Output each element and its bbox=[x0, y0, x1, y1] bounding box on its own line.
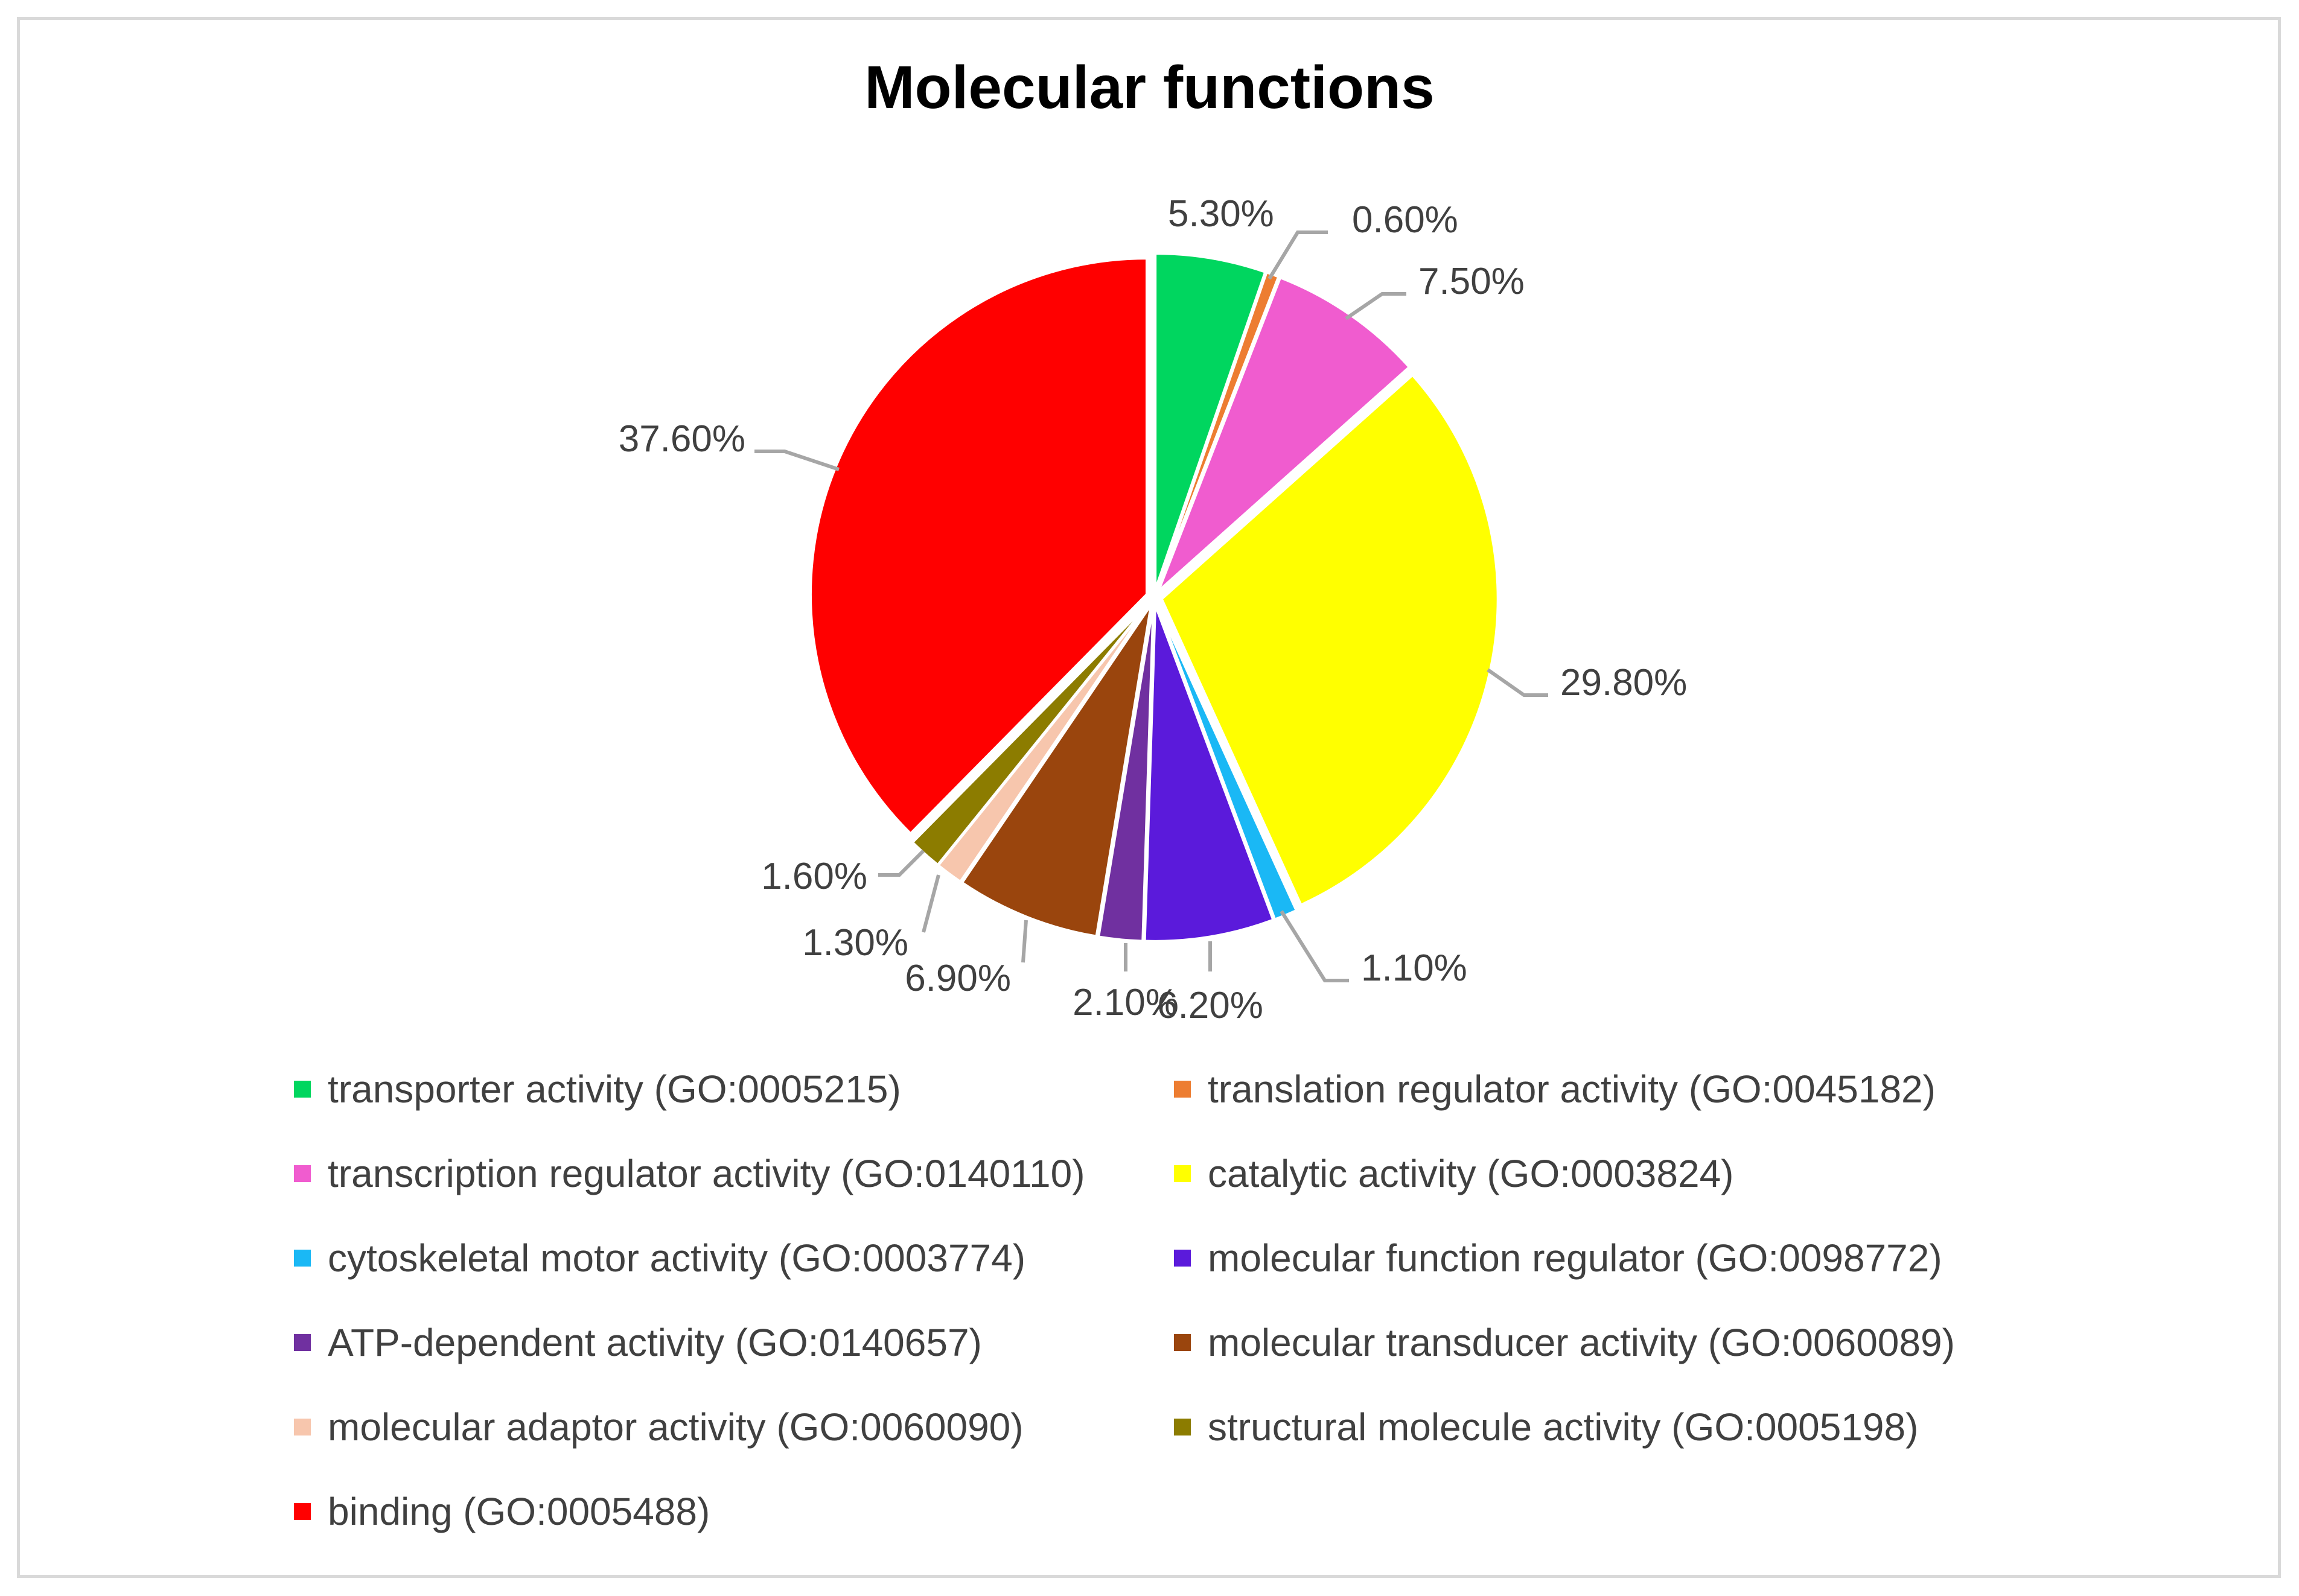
legend-label: transporter activity (GO:0005215) bbox=[328, 1067, 901, 1111]
legend-label: translation regulator activity (GO:00451… bbox=[1208, 1067, 1936, 1111]
legend-item: transcription regulator activity (GO:014… bbox=[294, 1151, 1085, 1196]
legend-item: transporter activity (GO:0005215) bbox=[294, 1067, 901, 1111]
legend-swatch bbox=[1174, 1419, 1191, 1435]
data-label: 7.50% bbox=[1418, 261, 1525, 302]
data-label: 6.20% bbox=[1157, 985, 1263, 1026]
legend-swatch bbox=[294, 1419, 311, 1435]
pie-slice bbox=[1160, 373, 1499, 907]
legend-item: molecular transducer activity (GO:006008… bbox=[1174, 1320, 1955, 1365]
legend-swatch bbox=[294, 1334, 311, 1351]
legend-label: molecular transducer activity (GO:006008… bbox=[1208, 1321, 1955, 1364]
legend-label: catalytic activity (GO:0003824) bbox=[1208, 1152, 1734, 1195]
legend-item: ATP-dependent activity (GO:0140657) bbox=[294, 1320, 982, 1365]
legend-swatch bbox=[294, 1081, 311, 1098]
legend-swatch bbox=[1174, 1250, 1191, 1267]
leader-line bbox=[1267, 230, 1328, 280]
data-label: 1.30% bbox=[802, 922, 908, 964]
leader-line bbox=[1021, 920, 1028, 963]
legend-label: molecular adaptor activity (GO:0060090) bbox=[328, 1405, 1024, 1449]
legend-item: cytoskeletal motor activity (GO:0003774) bbox=[294, 1236, 1025, 1280]
data-label: 1.60% bbox=[761, 856, 867, 897]
data-label: 37.60% bbox=[619, 418, 745, 460]
leader-line bbox=[1280, 910, 1349, 982]
legend-swatch bbox=[1174, 1334, 1191, 1351]
legend-item: molecular function regulator (GO:0098772… bbox=[1174, 1236, 1942, 1280]
pie-slice bbox=[1154, 252, 1267, 590]
leader-line bbox=[754, 450, 840, 471]
leader-line bbox=[1345, 292, 1406, 320]
legend-swatch bbox=[294, 1165, 311, 1182]
data-label: 5.30% bbox=[1168, 193, 1274, 235]
leader-line bbox=[1487, 668, 1548, 697]
legend-swatch bbox=[294, 1503, 311, 1520]
data-label: 1.10% bbox=[1361, 947, 1467, 989]
legend-item: translation regulator activity (GO:00451… bbox=[1174, 1067, 1936, 1111]
data-label: 2.10% bbox=[1073, 982, 1179, 1023]
legend-label: binding (GO:0005488) bbox=[328, 1490, 710, 1533]
legend-swatch bbox=[294, 1250, 311, 1267]
pie-slice bbox=[911, 602, 1150, 867]
legend-swatch bbox=[1174, 1081, 1191, 1098]
legend-label: cytoskeletal motor activity (GO:0003774) bbox=[328, 1236, 1026, 1280]
leader-line bbox=[922, 874, 940, 933]
legend-label: molecular function regulator (GO:0098772… bbox=[1208, 1236, 1942, 1280]
legend-label: ATP-dependent activity (GO:0140657) bbox=[328, 1321, 982, 1364]
data-label: 0.60% bbox=[1352, 199, 1458, 241]
pie-slice bbox=[960, 603, 1153, 938]
legend-item: molecular adaptor activity (GO:0060090) bbox=[294, 1405, 1024, 1449]
data-label: 6.90% bbox=[905, 958, 1011, 999]
legend-label: structural molecule activity (GO:0005198… bbox=[1208, 1405, 1919, 1449]
chart-title: Molecular functions bbox=[864, 54, 1435, 121]
legend-swatch bbox=[1174, 1165, 1191, 1182]
legend-item: binding (GO:0005488) bbox=[294, 1489, 710, 1534]
pie-slice bbox=[1097, 605, 1155, 943]
legend-item: catalytic activity (GO:0003824) bbox=[1174, 1151, 1733, 1196]
pie-slice bbox=[1143, 605, 1275, 943]
data-label: 29.80% bbox=[1560, 662, 1687, 704]
leader-line bbox=[878, 849, 925, 877]
legend-label: transcription regulator activity (GO:014… bbox=[328, 1152, 1085, 1195]
legend-item: structural molecule activity (GO:0005198… bbox=[1174, 1405, 1918, 1449]
